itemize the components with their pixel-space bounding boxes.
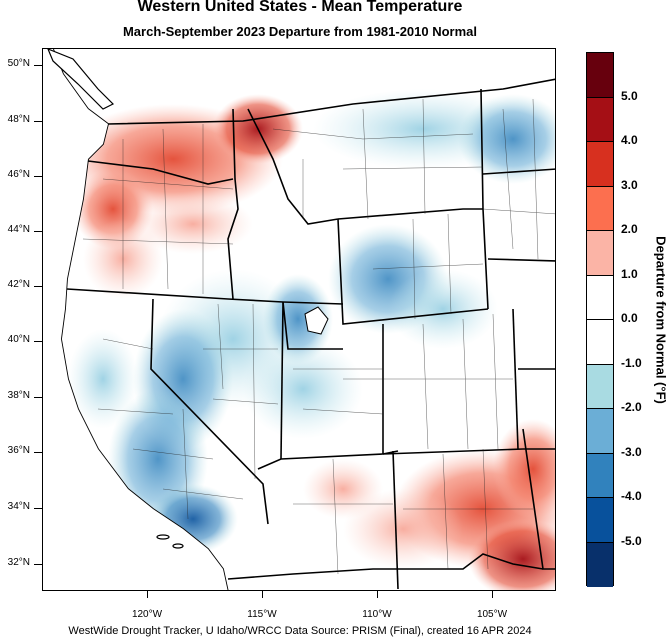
colorbar-label: -3.0 (621, 444, 642, 459)
lat-label-34n: 34°N (7, 501, 30, 512)
lat-tick (34, 341, 42, 342)
lat-tick (34, 452, 42, 453)
colorbar-box (587, 409, 613, 454)
lat-tick (34, 176, 42, 177)
lat-tick (34, 121, 42, 122)
lon-label-105w: 105°W (476, 609, 508, 620)
lat-label-42n: 42°N (7, 279, 30, 290)
lat-tick (34, 564, 42, 565)
colorbar-label: 5.0 (621, 88, 638, 103)
colorbar-box (587, 498, 613, 543)
colorbar-box (587, 453, 613, 498)
lat-label-40n: 40°N (7, 334, 30, 345)
colorbar-label: 2.0 (621, 222, 638, 236)
colorbar-label: 0.0 (621, 311, 638, 325)
lat-tick (34, 397, 42, 398)
lat-label-48n: 48°N (7, 114, 30, 125)
lat-tick (34, 231, 42, 232)
colorbar-label: -5.0 (621, 533, 642, 548)
colorbar-box (587, 275, 613, 320)
lon-tick (262, 591, 263, 598)
colorbar-box (587, 364, 613, 409)
colorbar-title: Departure from Normal (°F) (653, 236, 669, 404)
lon-tick (147, 591, 148, 598)
colorbar (586, 52, 614, 587)
lat-label-46n: 46°N (7, 169, 30, 180)
colorbar-label: -2.0 (621, 400, 642, 414)
colorbar-label: 1.0 (621, 266, 638, 281)
colorbar-label: -1.0 (621, 355, 642, 370)
lat-label-50n: 50°N (7, 58, 30, 69)
lat-tick (34, 65, 42, 66)
colorbar-label: 3.0 (621, 177, 638, 192)
lat-tick (34, 508, 42, 509)
colorbar-box (587, 231, 613, 276)
colorbar-box (587, 53, 613, 98)
lon-tick (492, 591, 493, 598)
temperature-map (42, 48, 556, 591)
colorbar-box (587, 142, 613, 187)
lon-tick (377, 591, 378, 598)
colorbar-box (587, 97, 613, 142)
lon-label-110w: 110°W (362, 609, 392, 620)
colorbar-label: 4.0 (621, 133, 638, 147)
footer-credit: WestWide Drought Tracker, U Idaho/WRCC D… (68, 625, 532, 637)
lat-label-38n: 38°N (7, 390, 30, 401)
colorbar-box (587, 542, 613, 587)
colorbar-box (587, 320, 613, 365)
colorbar-label: -4.0 (621, 489, 642, 503)
lat-label-36n: 36°N (7, 445, 30, 456)
map-subtitle: March-September 2023 Departure from 1981… (122, 24, 478, 39)
map-title: Western United States - Mean Temperature (137, 0, 463, 15)
colorbar-box (587, 186, 613, 231)
lon-label-120w: 120°W (131, 609, 163, 620)
lat-label-32n: 32°N (7, 557, 30, 568)
lat-label-44n: 44°N (7, 224, 30, 235)
lon-label-115w: 115°W (247, 609, 277, 620)
lat-tick (34, 286, 42, 287)
map-canvas (43, 49, 555, 590)
